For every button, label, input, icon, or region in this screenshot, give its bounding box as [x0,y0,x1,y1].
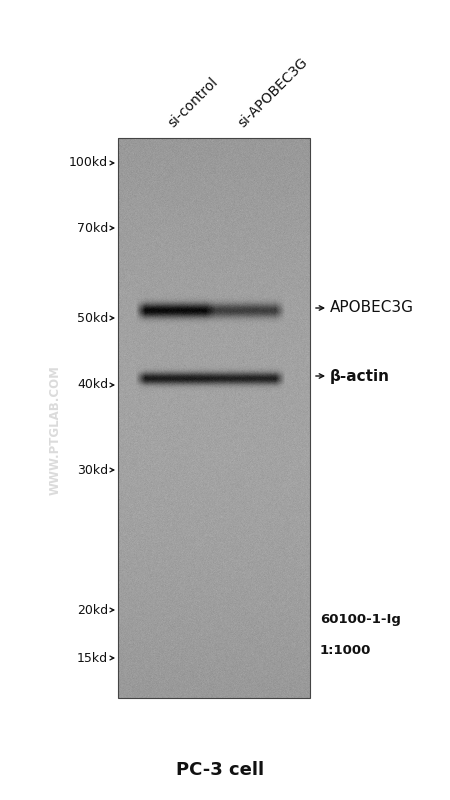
Text: 1:1000: 1:1000 [320,643,371,657]
Text: β-actin: β-actin [330,369,390,383]
Text: 30kd: 30kd [77,463,108,477]
Text: 70kd: 70kd [77,222,108,234]
Text: 60100-1-Ig: 60100-1-Ig [320,614,401,626]
Text: WWW.PTGLAB.COM: WWW.PTGLAB.COM [49,365,62,495]
Text: 15kd: 15kd [77,651,108,665]
Text: 40kd: 40kd [77,378,108,391]
Text: si-APOBEC3G: si-APOBEC3G [235,55,310,130]
Bar [118,138,310,698]
Text: 100kd: 100kd [69,157,108,170]
Text: 50kd: 50kd [77,311,108,325]
Text: 20kd: 20kd [77,603,108,617]
Text: PC-3 cell: PC-3 cell [176,761,264,779]
Text: APOBEC3G: APOBEC3G [330,301,414,315]
Text: si-control: si-control [165,74,220,130]
